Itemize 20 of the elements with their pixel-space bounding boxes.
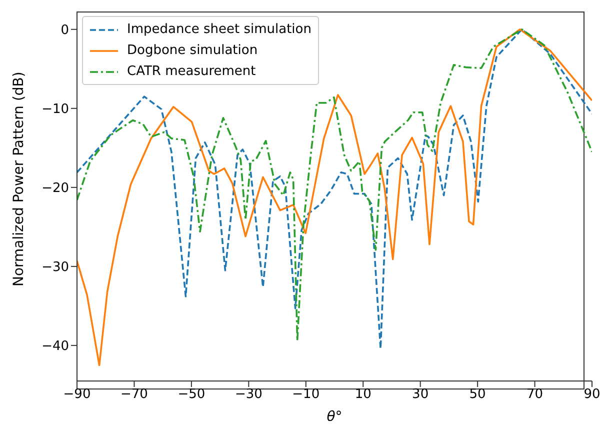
x-tick-label: −30 [234, 387, 262, 402]
x-tick-label: −90 [63, 387, 91, 402]
x-tick-label: 90 [584, 387, 600, 402]
y-tick-label: −10 [42, 102, 69, 118]
legend-label: Impedance sheet simulation [127, 21, 312, 39]
x-tick-label: 70 [526, 387, 544, 402]
x-tick-label: −10 [292, 387, 320, 402]
x-tick-label: 30 [412, 387, 429, 402]
x-tick-label: 50 [469, 387, 486, 402]
y-tick-label: 0 [60, 23, 69, 38]
x-tick-label: 10 [354, 387, 372, 402]
legend-label: Dogbone simulation [127, 42, 258, 60]
x-tick-label: −70 [120, 387, 148, 402]
y-axis-title: Normalized Power Pattern (dB) [10, 72, 27, 286]
x-axis-title: θ° [326, 409, 342, 425]
y-tick-label: −20 [42, 181, 69, 196]
y-tick-label: −40 [42, 339, 69, 354]
legend-label: CATR measurement [127, 63, 256, 81]
y-tick-label: −30 [42, 260, 69, 276]
x-tick-label: −50 [178, 387, 206, 402]
